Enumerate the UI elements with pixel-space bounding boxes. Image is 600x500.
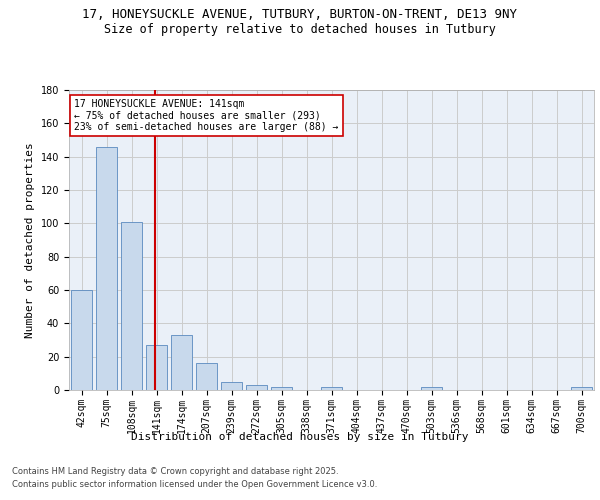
Bar xyxy=(121,222,142,390)
Bar xyxy=(96,146,117,390)
Text: 17, HONEYSUCKLE AVENUE, TUTBURY, BURTON-ON-TRENT, DE13 9NY: 17, HONEYSUCKLE AVENUE, TUTBURY, BURTON-… xyxy=(83,8,517,20)
Bar xyxy=(221,382,242,390)
Bar xyxy=(171,335,192,390)
Bar xyxy=(246,385,267,390)
Bar xyxy=(271,386,292,390)
Bar xyxy=(71,290,92,390)
Bar xyxy=(571,386,592,390)
Text: Contains public sector information licensed under the Open Government Licence v3: Contains public sector information licen… xyxy=(12,480,377,489)
Bar xyxy=(321,386,342,390)
Text: Contains HM Land Registry data © Crown copyright and database right 2025.: Contains HM Land Registry data © Crown c… xyxy=(12,468,338,476)
Text: Distribution of detached houses by size in Tutbury: Distribution of detached houses by size … xyxy=(131,432,469,442)
Y-axis label: Number of detached properties: Number of detached properties xyxy=(25,142,35,338)
Text: Size of property relative to detached houses in Tutbury: Size of property relative to detached ho… xyxy=(104,22,496,36)
Text: 17 HONEYSUCKLE AVENUE: 141sqm
← 75% of detached houses are smaller (293)
23% of : 17 HONEYSUCKLE AVENUE: 141sqm ← 75% of d… xyxy=(74,99,338,132)
Bar xyxy=(196,364,217,390)
Bar xyxy=(421,386,442,390)
Bar xyxy=(146,345,167,390)
